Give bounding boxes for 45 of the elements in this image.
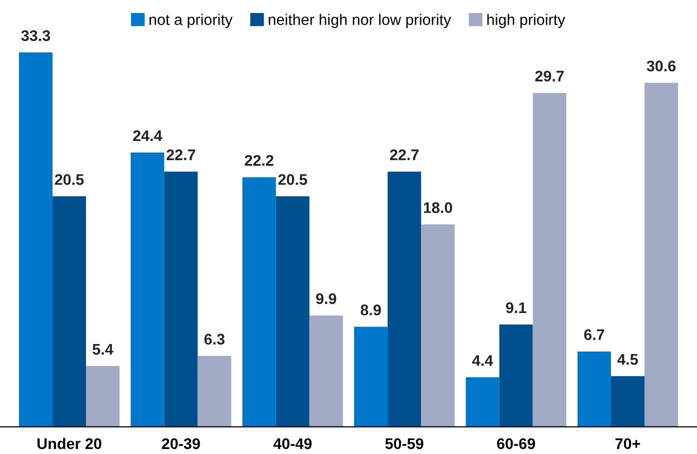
bar <box>309 315 343 427</box>
bar <box>164 172 198 427</box>
data-label: 18.0 <box>424 202 452 214</box>
x-tick-label: 60-69 <box>497 438 536 450</box>
bar <box>644 82 678 427</box>
data-label: 22.2 <box>244 155 274 166</box>
data-label: 9.1 <box>506 302 526 314</box>
x-tick-label: 50-59 <box>385 438 424 450</box>
bar <box>532 92 566 427</box>
bar <box>466 377 500 427</box>
data-label: 24.4 <box>133 130 162 141</box>
data-label: 20.5 <box>54 174 84 185</box>
data-label: 6.7 <box>584 329 604 340</box>
bar <box>388 172 422 427</box>
bar <box>610 376 644 427</box>
data-label: 30.6 <box>646 60 676 72</box>
bar <box>354 326 388 427</box>
bar <box>198 356 232 427</box>
data-label: 4.5 <box>617 354 638 365</box>
data-label: 9.9 <box>316 293 336 304</box>
x-tick-label: 40-49 <box>273 438 312 450</box>
x-tick-label: 20-39 <box>162 438 200 450</box>
data-label: 22.7 <box>390 149 419 160</box>
legend-label: high prioirty <box>487 14 566 28</box>
data-label: 33.3 <box>21 30 50 42</box>
bar <box>52 196 86 427</box>
x-tick-label: 70+ <box>615 438 640 450</box>
legend-label: not a priority <box>150 14 233 28</box>
data-label: 4.4 <box>472 355 494 366</box>
data-label: 22.7 <box>166 149 196 160</box>
bar <box>18 52 52 427</box>
data-label: 29.7 <box>535 70 564 82</box>
legend-label: neither high nor low priority <box>268 14 452 28</box>
bar <box>276 196 310 427</box>
bar <box>86 366 120 427</box>
data-label: 6.3 <box>204 334 225 345</box>
bar <box>499 324 533 427</box>
x-tick-label: Under 20 <box>37 438 102 450</box>
bar <box>242 177 276 427</box>
data-label: 20.5 <box>278 174 308 185</box>
bar <box>130 152 164 427</box>
data-label: 8.9 <box>360 304 381 316</box>
data-label: 5.4 <box>92 344 114 355</box>
bar <box>577 351 611 427</box>
bar <box>421 224 455 427</box>
